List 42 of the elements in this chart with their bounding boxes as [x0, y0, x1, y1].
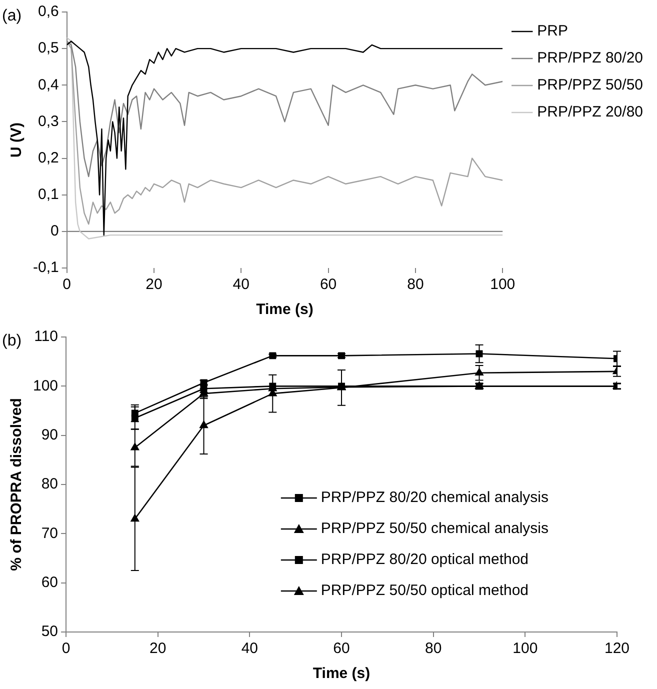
x-axis-title: Time (s) — [312, 665, 370, 682]
legend-label: PRP/PPZ 20/80 — [537, 104, 644, 121]
y-tick-label: 0 — [50, 222, 59, 240]
legend-label: PRP/PPZ 50/50 — [537, 76, 644, 94]
x-tick-label: 40 — [232, 276, 250, 294]
x-tick-label: 80 — [425, 640, 442, 658]
text: (a) — [2, 7, 22, 24]
y-tick-label: -0,1 — [32, 259, 59, 276]
x-tick-label: 0 — [62, 276, 72, 294]
x-tick-label: 40 — [241, 640, 258, 658]
x-tick-label: 60 — [320, 276, 337, 294]
y-tick-label: 0,5 — [38, 40, 59, 57]
y-tick-label: 0,3 — [38, 112, 59, 130]
text: (b) — [2, 332, 22, 350]
y-tick-label: 0,4 — [38, 76, 59, 94]
y-tick-label: 0,1 — [38, 186, 59, 203]
y-tick-label: 50 — [41, 623, 58, 640]
x-tick-label: 80 — [407, 276, 424, 294]
legend-label: PRP/PPZ 50/50 optical method — [320, 582, 529, 600]
y-tick-label: 100 — [32, 377, 58, 394]
y-axis-title: U (V) — [8, 122, 26, 158]
legend-label: PRP/PPZ 80/20 optical method — [320, 551, 529, 568]
y-tick-label: 90 — [41, 426, 58, 444]
y-tick-label: 0,6 — [38, 3, 59, 20]
legend-label: PRP — [537, 22, 568, 40]
x-tick-label: 60 — [333, 640, 350, 658]
y-tick-label: 60 — [41, 574, 58, 591]
x-tick-label: 20 — [146, 276, 162, 294]
x-tick-label: 120 — [604, 640, 630, 658]
x-tick-label: 100 — [512, 640, 538, 658]
y-tick-label: 70 — [41, 524, 58, 542]
y-tick-label: 80 — [41, 476, 58, 493]
x-tick-label: 100 — [490, 276, 516, 294]
x-axis-title: Time (s) — [256, 301, 314, 318]
legend-label: PRP/PPZ 80/20 chemical analysis — [320, 489, 549, 506]
y-tick-label: 110 — [34, 328, 58, 346]
x-tick-label: 0 — [62, 640, 70, 658]
x-tick-label: 20 — [150, 640, 166, 658]
y-axis-title: % of PROPRA dissolved — [8, 398, 26, 571]
legend-label: PRP/PPZ 50/50 chemical analysis — [320, 520, 549, 538]
legend-label: PRP/PPZ 80/20 — [537, 50, 644, 67]
y-tick-label: 0,2 — [38, 149, 59, 166]
